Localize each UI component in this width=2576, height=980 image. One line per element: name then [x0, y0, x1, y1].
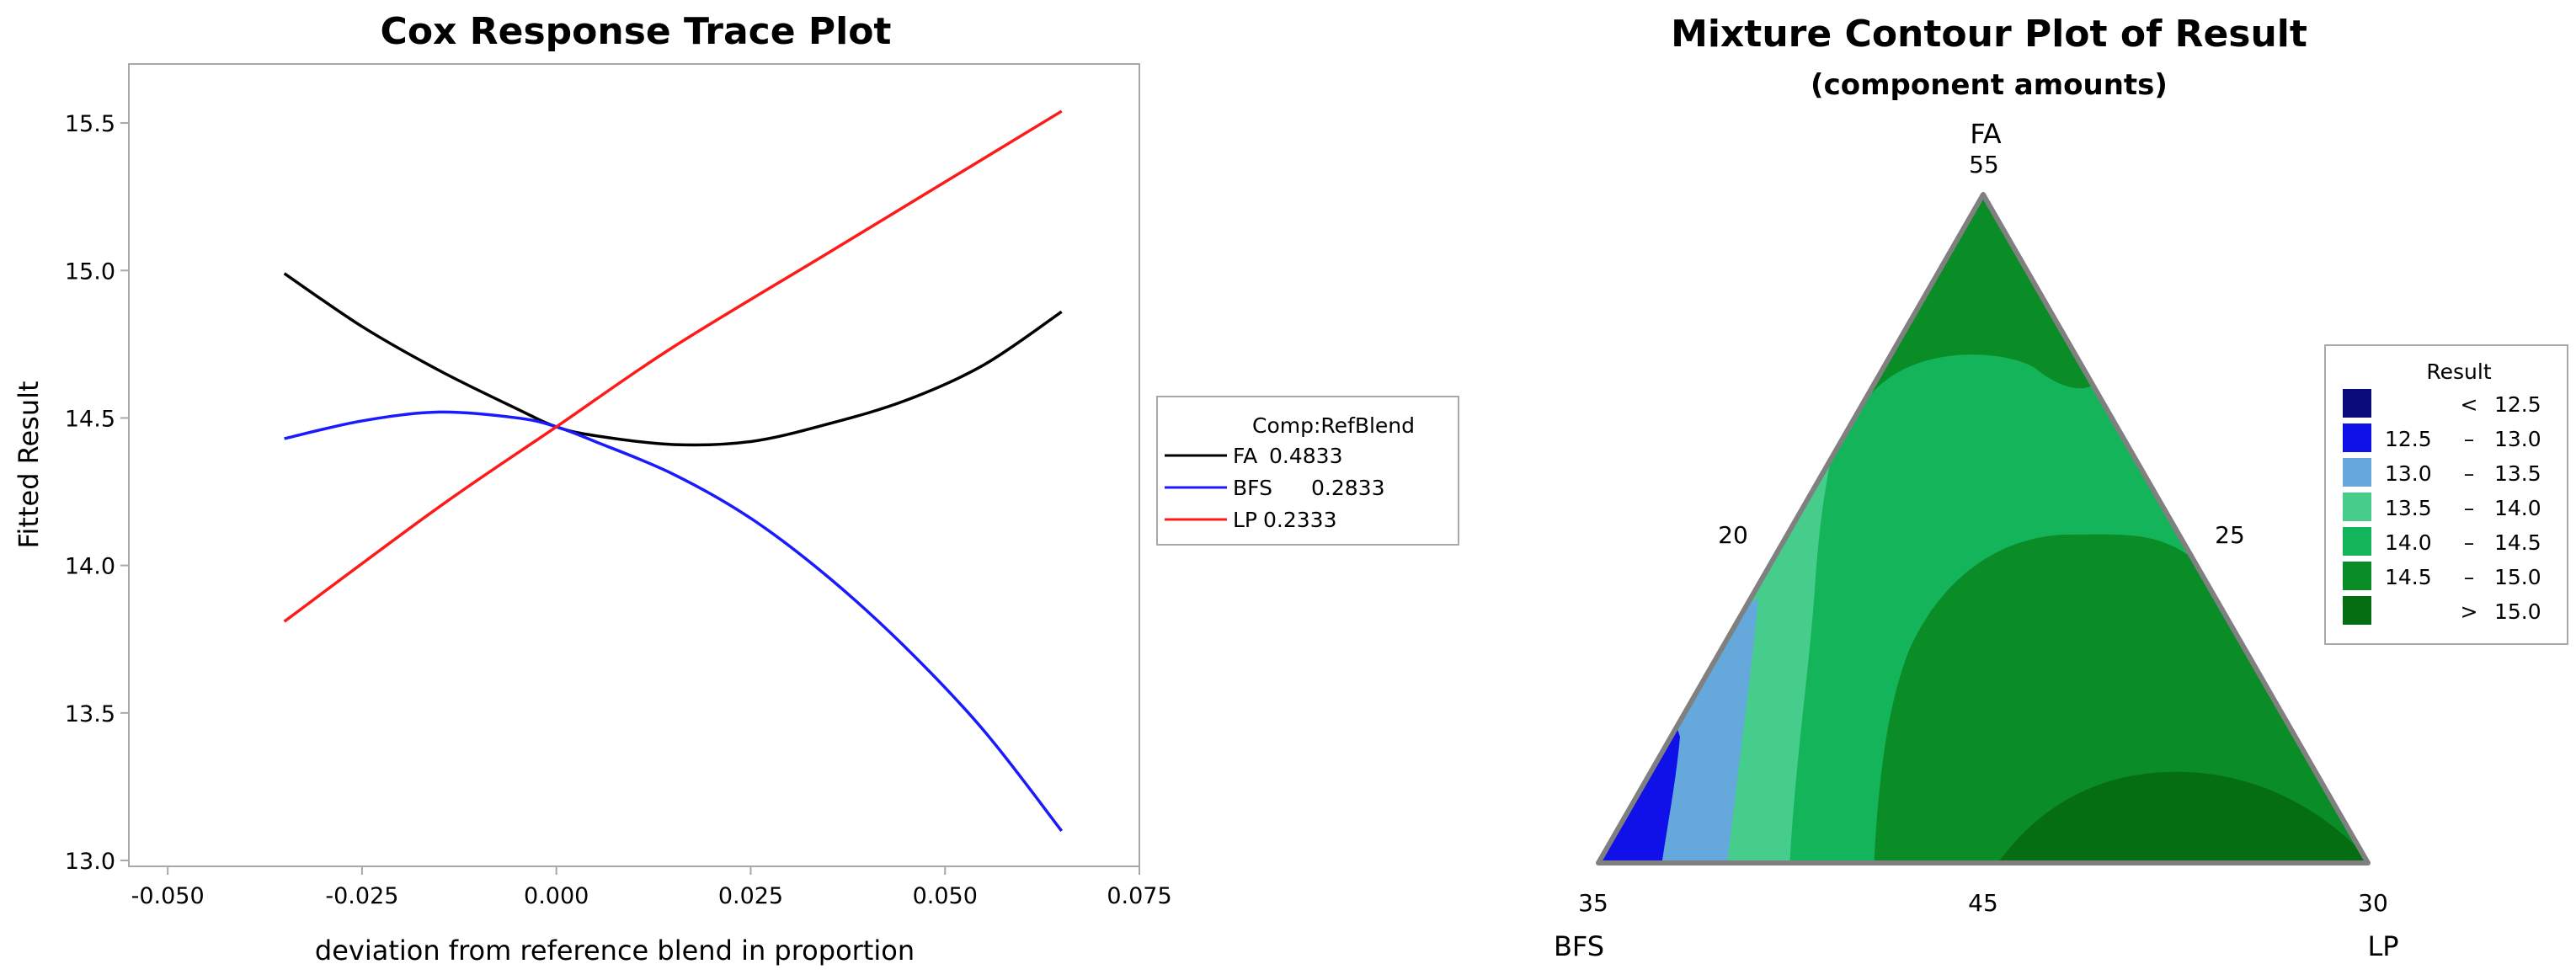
edge-value-right: 25 — [2215, 521, 2245, 549]
x-axis-ticks: -0.050 -0.025 0.000 0.025 0.050 0.075 — [131, 866, 1172, 909]
x-tick-label: 0.050 — [913, 883, 978, 909]
region-above-15-0 — [1992, 771, 2368, 863]
contour-legend-op: < — [2461, 392, 2478, 417]
trace-plot-frame — [128, 63, 1140, 867]
contour-legend-dash: – — [2464, 530, 2475, 555]
contour-legend-swatch — [2343, 423, 2371, 452]
contour-legend-dash: – — [2464, 496, 2475, 520]
contour-legend-dash: – — [2464, 461, 2475, 486]
contour-legend-op: > — [2461, 599, 2478, 624]
series-line-bfs — [284, 410, 1064, 833]
contour-legend-high: 15.0 — [2494, 565, 2541, 589]
contour-legend-dash: – — [2464, 565, 2475, 589]
contour-regions — [1598, 194, 2368, 863]
x-tick-label: 0.000 — [524, 883, 589, 909]
contour-legend: Result <12.512.5–13.013.0–13.513.5–14.01… — [2324, 344, 2568, 645]
contour-legend-rows: <12.512.5–13.013.0–13.513.5–14.014.0–14.… — [2343, 389, 2541, 625]
x-tick-label: 0.025 — [718, 883, 783, 909]
contour-legend-high: 15.0 — [2494, 599, 2541, 624]
x-axis-label: deviation from reference blend in propor… — [315, 935, 915, 967]
contour-legend-high: 13.5 — [2494, 461, 2541, 486]
contour-legend-low: 14.5 — [2385, 565, 2432, 589]
contour-legend-swatch — [2343, 493, 2371, 521]
legend-name-fa: FA — [1233, 444, 1257, 468]
contour-plot: Mixture Contour Plot of Result (componen… — [1554, 13, 2568, 962]
contour-legend-low: 14.0 — [2385, 530, 2432, 555]
contour-legend-swatch — [2343, 562, 2371, 590]
y-axis-ticks: 13.0 13.5 14.0 14.5 15.0 15.5 — [65, 111, 129, 875]
contour-legend-high: 14.5 — [2494, 530, 2541, 555]
x-tick-label: -0.025 — [325, 883, 398, 909]
edge-value-left: 20 — [1718, 521, 1748, 549]
trace-plot-title: Cox Response Trace Plot — [381, 10, 892, 53]
vertex-label-fa: FA — [1970, 118, 2001, 150]
contour-legend-low: 13.0 — [2385, 461, 2432, 486]
contour-legend-dash: – — [2464, 427, 2475, 451]
x-tick-label: 0.075 — [1107, 883, 1171, 909]
series-line-lp — [283, 109, 1063, 623]
contour-legend-high: 14.0 — [2494, 496, 2541, 520]
vertex-label-lp: LP — [2367, 930, 2398, 962]
vertex-value-bfs: 35 — [1578, 889, 1608, 917]
contour-legend-low: 12.5 — [2385, 427, 2432, 451]
contour-legend-swatch — [2343, 596, 2371, 625]
legend-entry-bfs: BFS 0.2833 — [1165, 476, 1384, 500]
y-tick-label: 15.0 — [65, 258, 115, 285]
edge-value-bottom: 45 — [1968, 889, 1998, 917]
legend-value-fa: 0.4833 — [1269, 444, 1342, 468]
vertex-label-bfs: BFS — [1554, 930, 1604, 962]
contour-legend-title: Result — [2426, 360, 2491, 384]
region-14-5-to-15-0-top — [1869, 194, 2093, 396]
trace-series — [283, 109, 1064, 833]
y-tick-label: 13.0 — [65, 849, 115, 875]
series-line-fa — [283, 272, 1063, 447]
contour-legend-swatch — [2343, 527, 2371, 556]
y-axis-label: Fitted Result — [13, 381, 45, 548]
contour-legend-low: 13.5 — [2385, 496, 2432, 520]
contour-legend-high: 13.0 — [2494, 427, 2541, 451]
y-tick-label: 13.5 — [65, 701, 115, 727]
y-tick-label: 14.5 — [65, 406, 115, 432]
contour-plot-subtitle: (component amounts) — [1811, 68, 2168, 102]
legend-entry-fa: FA 0.4833 — [1165, 444, 1342, 468]
contour-legend-high: 12.5 — [2494, 392, 2541, 417]
y-tick-label: 14.0 — [65, 554, 115, 580]
y-tick-label: 15.5 — [65, 111, 115, 137]
trace-plot: Cox Response Trace Plot -0.050 -0.025 0.00… — [13, 10, 1459, 967]
legend-name-lp: LP — [1233, 508, 1257, 532]
legend-value-lp: 0.2333 — [1263, 508, 1336, 532]
vertex-value-fa: 55 — [1969, 151, 1999, 178]
legend-name-bfs: BFS — [1233, 476, 1272, 500]
trace-legend: Comp:RefBlend FA 0.4833 BFS 0.2833 LP 0.… — [1156, 396, 1459, 546]
contour-legend-swatch — [2343, 389, 2371, 418]
trace-legend-title: Comp:RefBlend — [1252, 413, 1415, 438]
legend-value-bfs: 0.2833 — [1311, 476, 1384, 500]
triangle-outline — [1596, 192, 2371, 865]
contour-legend-swatch — [2343, 458, 2371, 487]
x-tick-label: -0.050 — [131, 883, 205, 909]
vertex-value-lp: 30 — [2358, 889, 2388, 917]
legend-entry-lp: LP 0.2333 — [1165, 508, 1336, 532]
contour-plot-title: Mixture Contour Plot of Result — [1671, 13, 2307, 56]
